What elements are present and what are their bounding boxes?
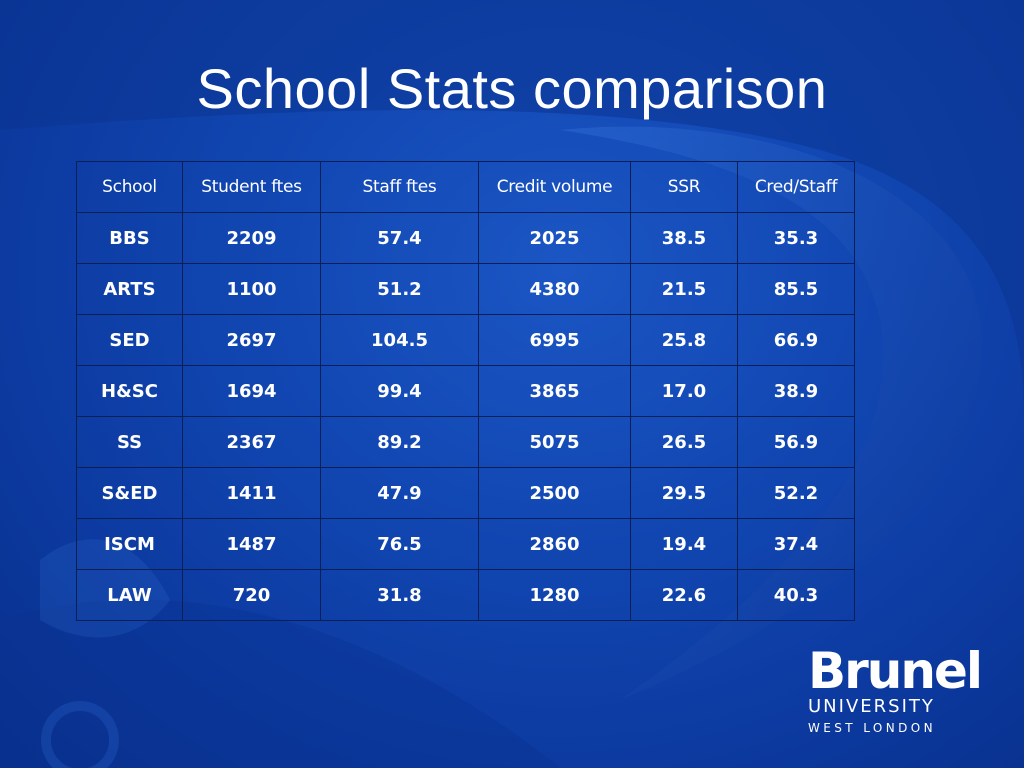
table-cell: 1280 xyxy=(478,569,631,621)
logo-university-line: UNIVERSITY xyxy=(808,696,935,717)
column-header-ssr: SSR xyxy=(630,161,738,213)
table-cell: 25.8 xyxy=(630,314,738,366)
table-row: S&ED 1411 47.9 2500 29.5 52.2 xyxy=(76,467,855,519)
table-cell: BBS xyxy=(76,212,183,264)
table-cell: 66.9 xyxy=(737,314,855,366)
brunel-logo: Brunel UNIVERSITY WEST LONDON xyxy=(808,642,983,736)
logo-location-line: WEST LONDON xyxy=(808,721,936,735)
table-cell: 1694 xyxy=(182,365,321,417)
table-cell: 35.3 xyxy=(737,212,855,264)
table-cell: 2025 xyxy=(478,212,631,264)
table-row: BBS 2209 57.4 2025 38.5 35.3 xyxy=(76,212,855,264)
table-cell: 5075 xyxy=(478,416,631,468)
table-cell: 2860 xyxy=(478,518,631,570)
table-cell: SED xyxy=(76,314,183,366)
table-cell: LAW xyxy=(76,569,183,621)
table-cell: 37.4 xyxy=(737,518,855,570)
table-cell: 17.0 xyxy=(630,365,738,417)
table-cell: ISCM xyxy=(76,518,183,570)
table-cell: 76.5 xyxy=(320,518,479,570)
table-cell: 31.8 xyxy=(320,569,479,621)
logo-name: Brunel xyxy=(808,642,983,700)
column-header-school: School xyxy=(76,161,183,213)
column-header-cred-staff: Cred/Staff xyxy=(737,161,855,213)
table-cell: 2367 xyxy=(182,416,321,468)
table-row: LAW 720 31.8 1280 22.6 40.3 xyxy=(76,569,855,621)
table-row: SS 2367 89.2 5075 26.5 56.9 xyxy=(76,416,855,468)
table-cell: 6995 xyxy=(478,314,631,366)
table-cell: 1411 xyxy=(182,467,321,519)
table-cell: 85.5 xyxy=(737,263,855,315)
table-cell: 720 xyxy=(182,569,321,621)
table-cell: 2500 xyxy=(478,467,631,519)
table-cell: 3865 xyxy=(478,365,631,417)
table-cell: S&ED xyxy=(76,467,183,519)
table-cell: 51.2 xyxy=(320,263,479,315)
table-cell: 26.5 xyxy=(630,416,738,468)
table-cell: 56.9 xyxy=(737,416,855,468)
table-cell: 1100 xyxy=(182,263,321,315)
table-cell: 52.2 xyxy=(737,467,855,519)
table-row: ARTS 1100 51.2 4380 21.5 85.5 xyxy=(76,263,855,315)
table-row: H&SC 1694 99.4 3865 17.0 38.9 xyxy=(76,365,855,417)
table-cell: 40.3 xyxy=(737,569,855,621)
table-cell: 99.4 xyxy=(320,365,479,417)
table-cell: 2209 xyxy=(182,212,321,264)
table-cell: 4380 xyxy=(478,263,631,315)
column-header-credit-volume: Credit volume xyxy=(478,161,631,213)
column-header-staff-ftes: Staff ftes xyxy=(320,161,479,213)
school-stats-table: School Student ftes Staff ftes Credit vo… xyxy=(76,161,855,621)
table-cell: 2697 xyxy=(182,314,321,366)
slide-title: School Stats comparison xyxy=(196,57,828,120)
table-cell: 89.2 xyxy=(320,416,479,468)
table-cell: 1487 xyxy=(182,518,321,570)
table-row: ISCM 1487 76.5 2860 19.4 37.4 xyxy=(76,518,855,570)
table-cell: 29.5 xyxy=(630,467,738,519)
table-row: SED 2697 104.5 6995 25.8 66.9 xyxy=(76,314,855,366)
table-cell: ARTS xyxy=(76,263,183,315)
table-cell: 38.5 xyxy=(630,212,738,264)
table-cell: H&SC xyxy=(76,365,183,417)
table-cell: 38.9 xyxy=(737,365,855,417)
table-cell: 47.9 xyxy=(320,467,479,519)
column-header-student-ftes: Student ftes xyxy=(182,161,321,213)
table-cell: 57.4 xyxy=(320,212,479,264)
table-header-row: School Student ftes Staff ftes Credit vo… xyxy=(76,161,855,213)
table-cell: 22.6 xyxy=(630,569,738,621)
table-cell: 19.4 xyxy=(630,518,738,570)
table-cell: SS xyxy=(76,416,183,468)
table-cell: 104.5 xyxy=(320,314,479,366)
table-cell: 21.5 xyxy=(630,263,738,315)
